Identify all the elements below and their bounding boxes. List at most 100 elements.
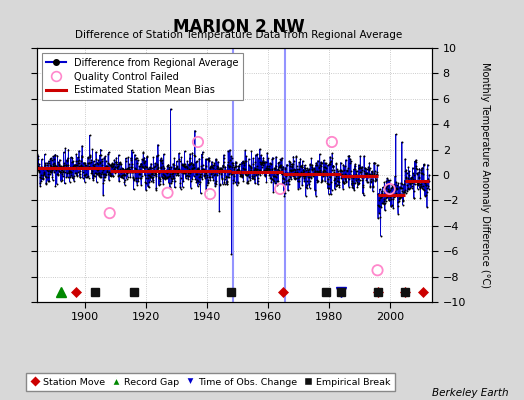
- Point: [365, 165, 374, 171]
- Point: [96, 158, 104, 165]
- Point: [197, 162, 205, 169]
- Point: [397, 185, 406, 191]
- Point: [362, 173, 370, 179]
- Point: [292, 154, 300, 160]
- Point: [202, 186, 210, 192]
- Point: [174, 166, 183, 172]
- Point: [126, 169, 135, 175]
- Point: [82, 165, 91, 172]
- Point: [350, 173, 358, 180]
- Point: [300, 175, 308, 181]
- Point: [417, 170, 425, 176]
- Point: [48, 167, 57, 173]
- Point: [193, 176, 202, 183]
- Point: [390, 194, 398, 201]
- Point: [278, 180, 287, 186]
- Point: [40, 168, 48, 175]
- Point: [389, 192, 398, 199]
- Point: [255, 169, 263, 176]
- Point: [187, 160, 195, 166]
- Point: [252, 167, 260, 174]
- Point: [93, 167, 101, 173]
- Point: [260, 158, 269, 165]
- Point: [323, 172, 331, 179]
- Point: [353, 179, 361, 185]
- Point: [343, 174, 352, 180]
- Point: [234, 178, 242, 185]
- Point: [368, 172, 376, 178]
- Point: [243, 180, 252, 187]
- Point: [339, 179, 347, 186]
- Point: [380, 179, 389, 186]
- Point: [320, 157, 328, 164]
- Point: [53, 171, 61, 177]
- Point: [268, 172, 277, 179]
- Point: [62, 164, 70, 171]
- Point: [375, 196, 383, 203]
- Point: [401, 168, 410, 174]
- Point: [46, 156, 54, 162]
- Point: [156, 180, 164, 187]
- Point: [149, 164, 158, 170]
- Point: [208, 164, 216, 170]
- Point: [154, 164, 162, 170]
- Point: [278, 166, 286, 172]
- Point: [260, 167, 268, 174]
- Point: [88, 146, 96, 153]
- Point: [417, 183, 425, 190]
- Point: [258, 160, 267, 166]
- Point: [245, 174, 253, 180]
- Point: [249, 155, 257, 162]
- Point: [223, 179, 232, 185]
- Point: [304, 171, 312, 177]
- Point: [312, 169, 321, 176]
- Point: [250, 164, 259, 171]
- Point: [100, 176, 108, 183]
- Point: [326, 171, 335, 177]
- Point: [253, 166, 261, 172]
- Point: [357, 172, 365, 178]
- Point: [231, 168, 239, 174]
- Point: [239, 159, 247, 166]
- Point: [398, 202, 407, 208]
- Point: [199, 162, 207, 169]
- Point: [370, 160, 379, 166]
- Point: [70, 178, 78, 184]
- Point: [271, 164, 279, 171]
- Point: [113, 165, 122, 171]
- Point: [140, 159, 148, 165]
- Point: [81, 174, 90, 180]
- Point: [67, 172, 75, 178]
- Point: [82, 162, 90, 168]
- Point: [356, 169, 364, 176]
- Point: [105, 177, 113, 183]
- Point: [149, 154, 158, 161]
- Point: [356, 164, 364, 170]
- Point: [127, 147, 136, 154]
- Point: [70, 173, 78, 180]
- Point: [357, 174, 365, 180]
- Point: [221, 181, 229, 187]
- Point: [191, 175, 200, 182]
- Point: [90, 158, 98, 164]
- Point: [262, 167, 270, 174]
- Point: [124, 154, 133, 161]
- Point: [233, 182, 241, 188]
- Point: [58, 166, 66, 173]
- Point: [42, 180, 50, 186]
- Point: [75, 173, 84, 180]
- Point: [225, 167, 234, 174]
- Point: [275, 167, 283, 173]
- Point: [119, 172, 128, 178]
- Point: [418, 165, 427, 171]
- Point: [217, 171, 225, 178]
- Point: [319, 167, 328, 173]
- Point: [45, 160, 53, 167]
- Point: [81, 172, 89, 178]
- Point: [279, 176, 288, 182]
- Point: [286, 159, 294, 165]
- Point: [89, 175, 97, 182]
- Point: [126, 167, 134, 173]
- Point: [206, 168, 215, 175]
- Point: [400, 178, 409, 184]
